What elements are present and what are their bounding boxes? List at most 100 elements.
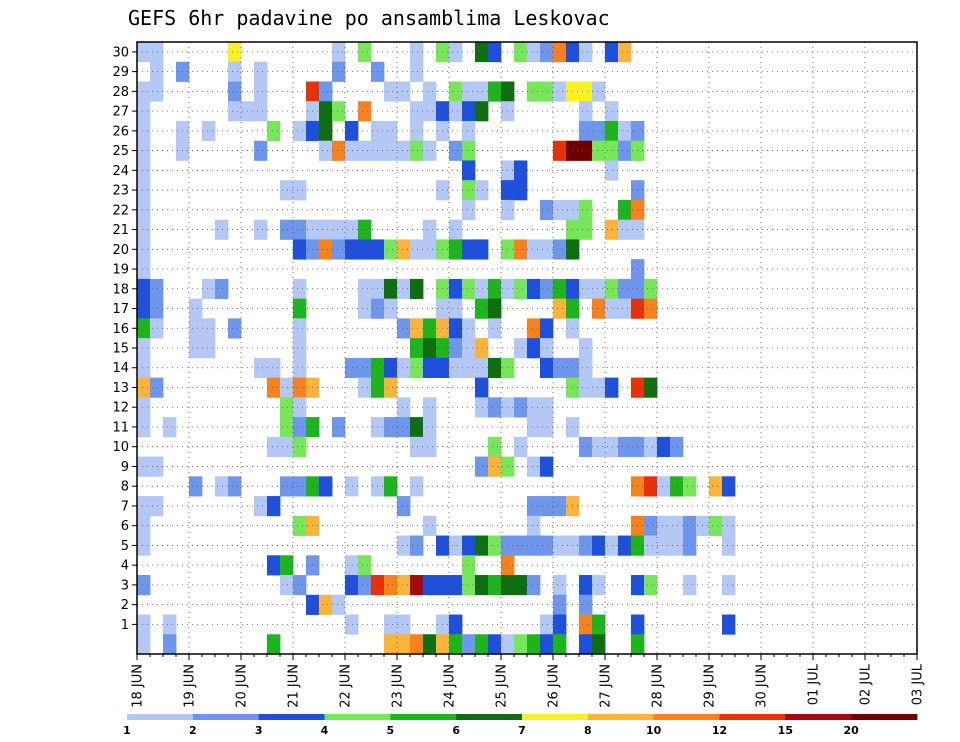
heatmap-cell xyxy=(293,515,307,536)
heatmap-cell xyxy=(228,42,242,63)
heatmap-cell xyxy=(605,160,619,181)
heatmap-cell xyxy=(423,634,437,655)
heatmap-cell xyxy=(397,417,411,438)
heatmap-cell xyxy=(293,436,307,457)
heatmap-cell xyxy=(540,397,554,418)
heatmap-cell xyxy=(592,81,606,102)
heatmap-cell xyxy=(462,199,476,221)
heatmap-cell xyxy=(332,239,346,260)
heatmap-cell xyxy=(397,81,411,102)
heatmap-cell xyxy=(488,575,502,596)
heatmap-cell xyxy=(163,614,177,635)
heatmap-cell xyxy=(592,535,606,556)
heatmap-cell xyxy=(553,496,567,517)
x-tick-label: 19 JUN xyxy=(183,664,198,708)
heatmap-cell xyxy=(293,219,307,240)
heatmap-cell xyxy=(280,476,294,497)
heatmap-cell xyxy=(397,496,411,517)
heatmap-cell xyxy=(449,239,463,260)
heatmap-cell xyxy=(657,515,671,536)
heatmap-cell xyxy=(579,81,593,102)
heatmap-cell xyxy=(215,476,229,497)
heatmap-cell xyxy=(553,199,567,221)
colorbar-label: 15 xyxy=(778,724,793,737)
heatmap-cell xyxy=(462,180,476,201)
heatmap-cell xyxy=(618,298,632,319)
heatmap-cell xyxy=(215,278,229,300)
heatmap-cell xyxy=(449,278,463,300)
heatmap-cell xyxy=(683,515,697,536)
heatmap-cell xyxy=(436,634,450,655)
colorbar-label: 7 xyxy=(518,724,526,737)
y-tick-label: 3 xyxy=(121,578,129,593)
x-tick-label: 23 JUN xyxy=(391,664,406,708)
y-tick-label: 10 xyxy=(112,440,129,455)
heatmap-cell xyxy=(293,476,307,497)
heatmap-cell xyxy=(397,397,411,418)
heatmap-cell xyxy=(514,180,528,201)
colorbar-label: 12 xyxy=(712,724,727,737)
heatmap-cell xyxy=(332,219,346,240)
heatmap-cell xyxy=(384,614,398,635)
heatmap-cell xyxy=(358,278,372,300)
heatmap-cell xyxy=(319,594,333,615)
colorbar-swatch xyxy=(192,714,260,720)
colorbar-swatch xyxy=(390,714,457,720)
y-tick-label: 14 xyxy=(112,361,129,376)
heatmap-cell xyxy=(605,436,619,457)
heatmap-cell xyxy=(722,535,736,556)
heatmap-cell xyxy=(332,594,346,615)
heatmap-cell xyxy=(163,417,177,438)
heatmap-cell xyxy=(488,357,502,379)
heatmap-cell xyxy=(345,140,359,161)
heatmap-cell xyxy=(150,456,164,477)
heatmap-cell xyxy=(449,101,463,122)
heatmap-cell xyxy=(605,140,619,161)
heatmap-cell xyxy=(514,397,528,418)
gridlines xyxy=(137,42,917,654)
chart-title: GEFS 6hr padavine po ansamblima Leskovac xyxy=(128,6,610,30)
heatmap-cell xyxy=(592,575,606,596)
heatmap-cell xyxy=(280,377,294,398)
heatmap-cell xyxy=(423,338,437,359)
heatmap-cell xyxy=(254,140,268,161)
heatmap-cell xyxy=(553,614,567,635)
heatmap-cell xyxy=(670,436,684,457)
heatmap-cell xyxy=(618,120,632,142)
heatmap-cell xyxy=(579,140,593,161)
heatmap-cell xyxy=(579,219,593,240)
heatmap-cell xyxy=(644,515,658,536)
heatmap-cell xyxy=(631,634,645,655)
y-tick-label: 4 xyxy=(121,559,129,574)
heatmap-cell xyxy=(449,318,463,339)
heatmap-cell xyxy=(475,298,489,319)
heatmap-cell xyxy=(332,61,346,82)
heatmap-cell xyxy=(644,278,658,300)
heatmap-cell xyxy=(384,634,398,655)
heatmap-cell xyxy=(579,338,593,359)
heatmap-cell xyxy=(163,634,177,655)
heatmap-cell xyxy=(267,377,281,398)
heatmap-cell xyxy=(618,436,632,457)
y-tick-label: 11 xyxy=(112,420,129,435)
heatmap-cell xyxy=(605,377,619,398)
heatmap-cell xyxy=(150,298,164,319)
heatmap-cell xyxy=(462,239,476,260)
colorbar: 1 2 3 4 5 6 7 8 10 12 15 20 xyxy=(123,714,918,737)
heatmap-cell xyxy=(293,417,307,438)
heatmap-cell xyxy=(527,575,541,596)
heatmap-cell xyxy=(449,338,463,359)
heatmap-cell xyxy=(449,42,463,63)
heatmap-cell xyxy=(345,575,359,596)
heatmap-cell xyxy=(462,160,476,181)
heatmap-cell xyxy=(592,377,606,398)
heatmap-cell xyxy=(410,140,424,161)
heatmap-cell xyxy=(527,338,541,359)
heatmap-cell xyxy=(553,42,567,63)
y-tick-label: 16 xyxy=(112,322,129,337)
x-tick-label: 22 JUN xyxy=(339,664,354,708)
heatmap-cell xyxy=(137,357,151,379)
heatmap-cell xyxy=(475,357,489,379)
heatmap-cell xyxy=(254,357,268,379)
